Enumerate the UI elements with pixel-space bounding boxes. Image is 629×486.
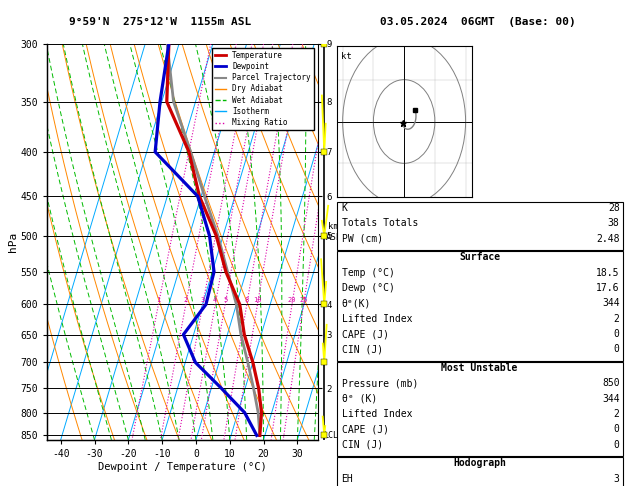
Text: 38: 38: [608, 219, 620, 228]
Text: K: K: [342, 203, 347, 213]
Text: 5: 5: [223, 296, 227, 303]
Text: Mixing Ratio (g/kg): Mixing Ratio (g/kg): [348, 214, 357, 309]
Text: EH: EH: [342, 474, 353, 484]
Legend: Temperature, Dewpoint, Parcel Trajectory, Dry Adiabat, Wet Adiabat, Isotherm, Mi: Temperature, Dewpoint, Parcel Trajectory…: [211, 48, 314, 130]
Text: 3: 3: [201, 296, 205, 303]
Text: 850: 850: [602, 379, 620, 388]
Text: © weatheronline.co.uk: © weatheronline.co.uk: [421, 469, 535, 479]
Text: CIN (J): CIN (J): [342, 440, 382, 450]
Text: 17.6: 17.6: [596, 283, 620, 293]
Text: 0: 0: [614, 440, 620, 450]
Text: PW (cm): PW (cm): [342, 234, 382, 244]
Text: 8: 8: [245, 296, 249, 303]
Text: θᵉ (K): θᵉ (K): [342, 394, 377, 404]
Text: 9°59'N  275°12'W  1155m ASL: 9°59'N 275°12'W 1155m ASL: [69, 17, 252, 27]
Text: 25: 25: [299, 296, 308, 303]
Text: Hodograph: Hodograph: [453, 458, 506, 469]
Text: 1: 1: [157, 296, 160, 303]
Text: 2.48: 2.48: [596, 234, 620, 244]
Text: CAPE (J): CAPE (J): [342, 424, 389, 434]
Text: 28: 28: [608, 203, 620, 213]
Text: 2: 2: [614, 409, 620, 419]
Y-axis label: hPa: hPa: [8, 232, 18, 252]
Text: 18.5: 18.5: [596, 268, 620, 278]
Text: Surface: Surface: [459, 253, 500, 262]
Text: Most Unstable: Most Unstable: [442, 363, 518, 373]
Text: kt: kt: [340, 52, 352, 61]
Text: Pressure (mb): Pressure (mb): [342, 379, 418, 388]
Y-axis label: km
ASL: km ASL: [325, 223, 342, 242]
Text: 20: 20: [287, 296, 296, 303]
X-axis label: Dewpoint / Temperature (°C): Dewpoint / Temperature (°C): [98, 462, 267, 471]
Text: θᵉ(K): θᵉ(K): [342, 298, 371, 309]
Text: Totals Totals: Totals Totals: [342, 219, 418, 228]
Text: 3: 3: [614, 474, 620, 484]
Text: CIN (J): CIN (J): [342, 345, 382, 354]
Text: 344: 344: [602, 394, 620, 404]
Text: Temp (°C): Temp (°C): [342, 268, 394, 278]
Text: Dewp (°C): Dewp (°C): [342, 283, 394, 293]
Text: Lifted Index: Lifted Index: [342, 409, 412, 419]
Text: CAPE (J): CAPE (J): [342, 329, 389, 339]
Text: 0: 0: [614, 424, 620, 434]
Text: 344: 344: [602, 298, 620, 309]
Text: 4: 4: [213, 296, 218, 303]
Text: 2: 2: [184, 296, 188, 303]
Text: Lifted Index: Lifted Index: [342, 314, 412, 324]
Text: 0: 0: [614, 345, 620, 354]
Text: 0: 0: [614, 329, 620, 339]
Text: 10: 10: [253, 296, 262, 303]
Text: 2: 2: [614, 314, 620, 324]
Text: 03.05.2024  06GMT  (Base: 00): 03.05.2024 06GMT (Base: 00): [380, 17, 576, 27]
Text: LCL: LCL: [323, 431, 338, 440]
